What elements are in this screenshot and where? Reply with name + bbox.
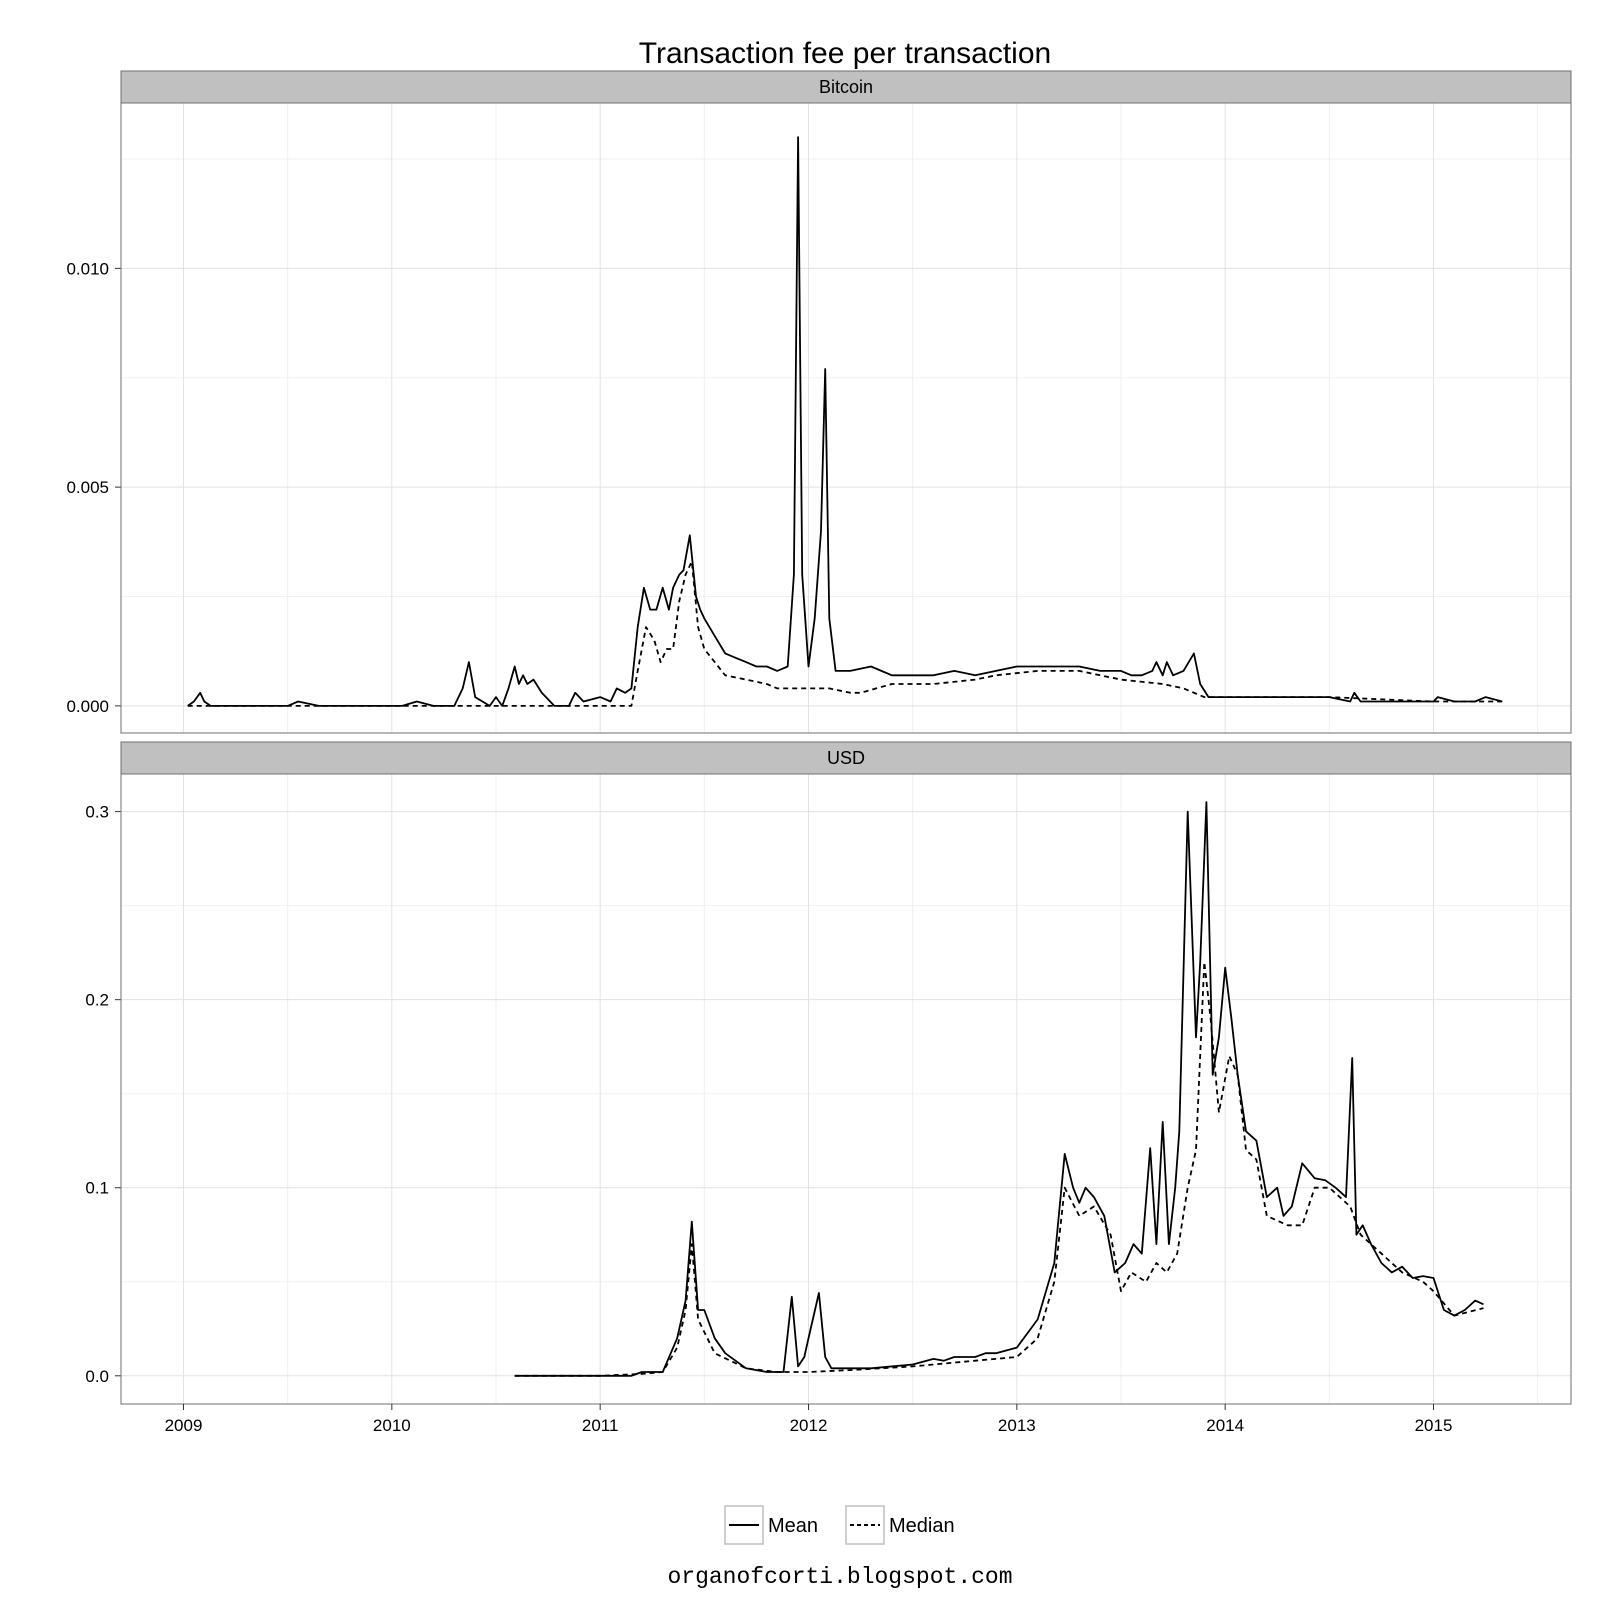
strip-background — [120, 741, 1572, 775]
panel-bitcoin: Bitcoin 0.000 0.005 0.010 — [66, 70, 1572, 734]
panels-layer: Bitcoin 0.000 0.005 0.010 USD 0.0 0.1 0.2 0.3 — [66, 70, 1572, 1405]
x-axis: 2009 2010 2011 2012 2013 2014 2015 — [165, 1404, 1453, 1435]
plot-background — [121, 103, 1571, 733]
strip-label: USD — [827, 748, 865, 768]
legend-label: Median — [889, 1515, 955, 1537]
footer-credit: organofcorti.blogspot.com — [667, 1564, 1012, 1590]
x-tick-label: 2015 — [1415, 1416, 1453, 1435]
strip-label: Bitcoin — [819, 77, 873, 97]
legend-item-mean: Mean — [724, 1505, 818, 1545]
strip-background — [120, 70, 1572, 104]
x-tick-label: 2014 — [1206, 1416, 1244, 1435]
series-line-mean — [187, 136, 1503, 707]
legend-label: Mean — [768, 1515, 818, 1537]
y-tick-label: 0.005 — [66, 478, 109, 497]
panel-border — [120, 102, 1572, 734]
y-tick-label: 0.000 — [66, 697, 109, 716]
panel-usd: USD 0.0 0.1 0.2 0.3 — [85, 741, 1572, 1405]
x-tick-label: 2009 — [165, 1416, 203, 1435]
y-tick-label: 0.0 — [85, 1367, 109, 1386]
legend: Mean Median — [724, 1505, 955, 1545]
series-line-median — [187, 560, 1503, 707]
gridlines — [121, 103, 1571, 733]
y-tick-label: 0.3 — [85, 803, 109, 822]
series-line-median — [514, 961, 1484, 1377]
gridlines — [121, 774, 1571, 1404]
y-tick-label: 0.1 — [85, 1179, 109, 1198]
x-tick-label: 2010 — [373, 1416, 411, 1435]
panel-border — [120, 773, 1572, 1405]
legend-item-median: Median — [845, 1505, 955, 1545]
x-tick-label: 2011 — [582, 1416, 619, 1435]
y-tick-label: 0.2 — [85, 991, 109, 1010]
x-tick-label: 2012 — [790, 1416, 828, 1435]
chart-title: Transaction fee per transaction — [639, 37, 1051, 70]
x-tick-label: 2013 — [998, 1416, 1036, 1435]
y-tick-label: 0.010 — [66, 259, 109, 278]
